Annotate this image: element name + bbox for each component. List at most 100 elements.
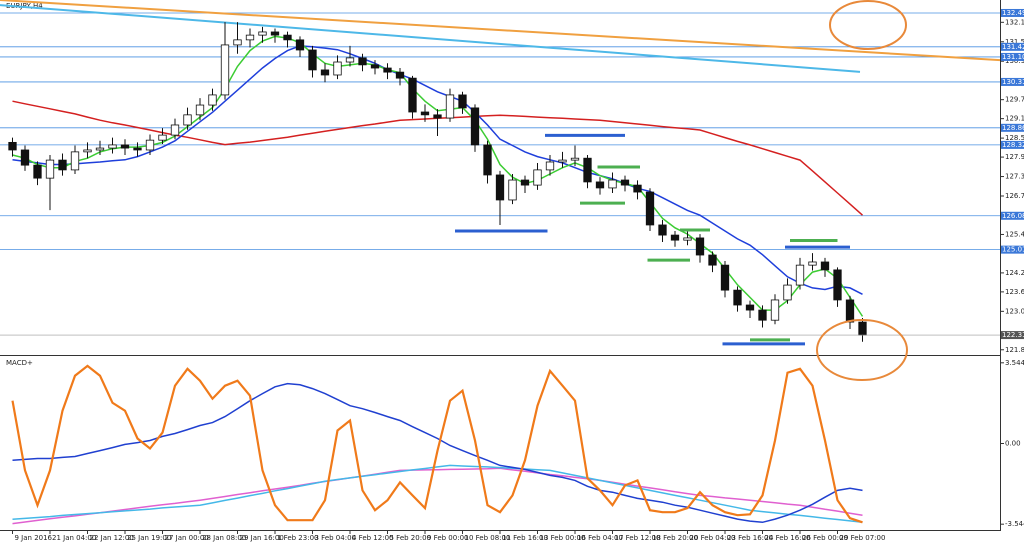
candle-body [395, 71, 405, 79]
x-tick-label: 29 Jan 16:00 [240, 534, 284, 542]
x-tick-label: 21 Jan 04:00 [52, 534, 96, 542]
candle-body [745, 304, 755, 311]
x-tick-label: 28 Jan 08:00 [202, 534, 246, 542]
candle-body [483, 144, 492, 176]
candle-body [633, 184, 642, 193]
candle-body [245, 34, 255, 41]
candle-body [558, 159, 567, 163]
candle-body [658, 224, 667, 236]
candle-body [495, 174, 505, 201]
level-label: 126.080 [1002, 212, 1024, 220]
y-tick-label: 127.935 [1005, 153, 1024, 161]
candle-body [383, 67, 392, 73]
candle-body [758, 309, 767, 321]
candle-body [833, 269, 842, 301]
panel-title: MACD+ [6, 359, 33, 367]
candle-body [345, 57, 355, 63]
candle-body [433, 114, 442, 119]
highlight-circle [829, 0, 907, 50]
highlight-circle [816, 319, 908, 381]
x-tick-label: 1 Feb 23:00 [277, 534, 318, 542]
candle-body [83, 149, 92, 153]
x-tick-label: 22 Jan 12:00 [90, 534, 134, 542]
x-tick-label: 26 Feb 00:00 [802, 534, 848, 542]
moving-average [12, 45, 863, 295]
candle-body [20, 149, 30, 166]
level-label-box [1001, 52, 1024, 61]
level-label-box [1001, 211, 1024, 220]
x-tick-label: 9 Feb 00:00 [427, 534, 468, 542]
candle-body [620, 179, 630, 186]
y-tick-label: 130.965 [1005, 57, 1024, 65]
candle-body [108, 144, 117, 149]
x-tick-label: 4 Feb 12:00 [352, 534, 393, 542]
candle-body [458, 94, 467, 109]
candle-body [370, 64, 380, 69]
candle-body [158, 134, 167, 141]
y-tick-label: 128.535 [1005, 134, 1024, 142]
x-tick-label: 9 Jan 2016 [15, 534, 53, 542]
candle-body [583, 157, 592, 183]
candle-body [733, 289, 742, 306]
candle-body [308, 49, 317, 71]
y-tick-label: 129.750 [1005, 96, 1024, 104]
indicator-line [12, 382, 863, 524]
candle-body [770, 299, 780, 321]
candle-body [270, 31, 280, 36]
level-label-box [1001, 245, 1024, 254]
x-tick-label: 10 Feb 08:00 [465, 534, 511, 542]
current-price-box [1001, 331, 1024, 340]
candle-body [670, 234, 680, 241]
current-price-label: 122.310 [1002, 331, 1024, 339]
candle-body [408, 77, 417, 113]
candle-body [170, 124, 180, 136]
candle-body [695, 237, 705, 256]
candle-body [420, 111, 430, 116]
candle-body [320, 69, 330, 76]
level-label: 128.860 [1002, 124, 1024, 132]
candle-body [45, 159, 55, 179]
level-label-box [1001, 77, 1024, 86]
candle-body [645, 191, 655, 226]
x-tick-label: 29 Feb 07:00 [840, 534, 886, 542]
candle-body [445, 94, 455, 119]
y-tick-label: 132.195 [1005, 18, 1024, 26]
candle-body [133, 147, 142, 151]
candle-body [508, 179, 517, 201]
candle-body [333, 61, 342, 76]
candle-body [470, 107, 480, 146]
candle-body [520, 179, 530, 186]
level-label-box [1001, 140, 1024, 149]
y-tick-label: 126.705 [1005, 192, 1024, 200]
level-label-box [1001, 123, 1024, 132]
indicator-line [11, 364, 863, 524]
plot-layer: EURJPY,H4132.195131.580130.965129.750129… [0, 0, 1024, 542]
candle-body [220, 44, 230, 96]
level-label-box [1001, 42, 1024, 51]
x-tick-label: 16 Feb 04:00 [577, 534, 623, 542]
trend-line [0, 0, 1001, 62]
x-tick-label: 20 Feb 04:00 [690, 534, 736, 542]
candle-body [208, 94, 217, 106]
x-tick-label: 3 Feb 04:00 [315, 534, 356, 542]
y-tick-label: 123.675 [1005, 288, 1024, 296]
candle-body [258, 31, 267, 36]
candle-body [70, 151, 80, 171]
indicator-line [12, 467, 863, 525]
y-tick-label: 125.490 [1005, 230, 1024, 238]
y-tick-label: 0.00 [1005, 440, 1021, 448]
candle-body [58, 159, 67, 171]
candle-body [120, 144, 130, 149]
level-label: 131.420 [1002, 43, 1024, 51]
candle-body [608, 179, 617, 189]
candle-body [358, 57, 367, 66]
x-tick-label: 13 Feb 00:00 [540, 534, 586, 542]
indicator-line [12, 464, 863, 524]
candle-body [295, 39, 305, 51]
candle-body [683, 237, 692, 241]
y-tick-label: 3.5446 [1005, 359, 1024, 367]
candle-body [195, 104, 205, 116]
candle-body [33, 164, 42, 179]
candle-body [795, 264, 805, 286]
